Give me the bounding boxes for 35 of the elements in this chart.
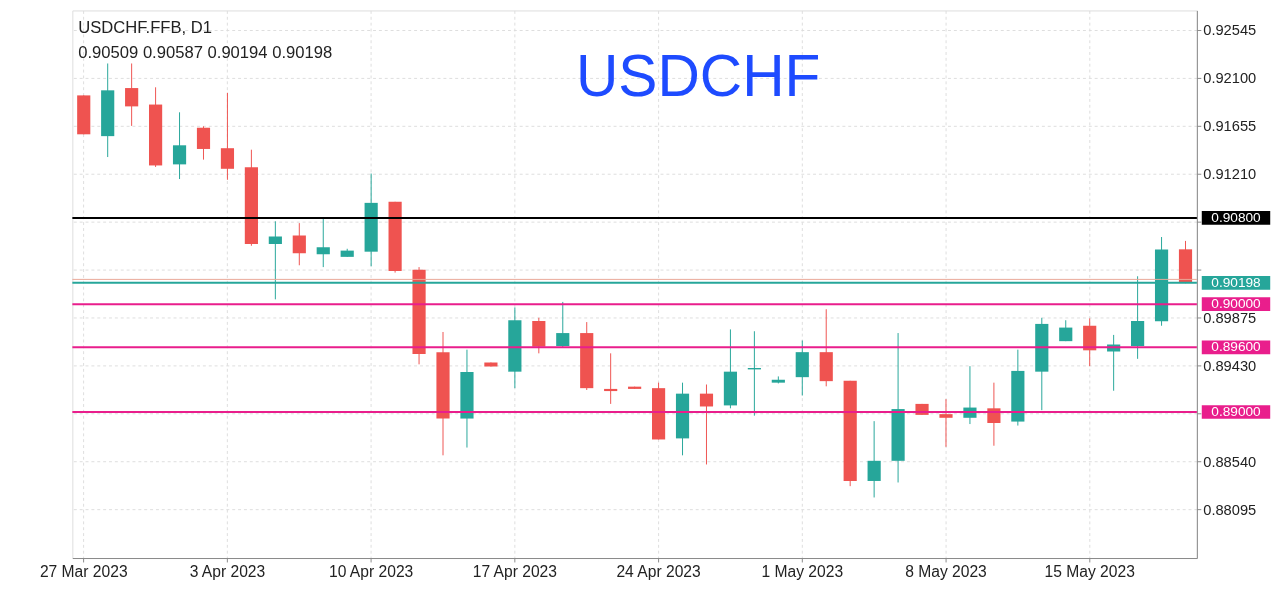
x-tick-label: 1 May 2023 bbox=[761, 563, 844, 581]
ref-line-label: 0.90198 bbox=[1211, 274, 1262, 290]
x-tick-label: 24 Apr 2023 bbox=[616, 563, 701, 581]
text: 0.90509 0.90587 0.90194 0.90198 bbox=[78, 43, 333, 63]
x-tick-label: 15 May 2023 bbox=[1044, 563, 1135, 581]
chart-title: USDCHF.FFB, D1 bbox=[78, 17, 213, 37]
candlestick bbox=[699, 384, 714, 465]
annotation: USDCHF bbox=[575, 43, 821, 109]
y-tick-label: 0.92100 bbox=[1203, 70, 1257, 87]
candlestick bbox=[867, 420, 881, 498]
ref-line-label: 0.90000 bbox=[1211, 296, 1262, 312]
candlestick bbox=[316, 217, 330, 268]
x-tick-label: 17 Apr 2023 bbox=[472, 563, 558, 581]
y-tick-label: 0.91210 bbox=[1203, 166, 1257, 183]
candlestick bbox=[556, 301, 570, 349]
candlestick bbox=[196, 125, 211, 161]
y-tick-label: 0.88095 bbox=[1203, 501, 1257, 518]
ref-line-label: 0.89600 bbox=[1211, 339, 1262, 355]
candlestick bbox=[172, 111, 187, 180]
x-tick-label: 10 Apr 2023 bbox=[329, 563, 414, 581]
x-tick-label: 3 Apr 2023 bbox=[189, 563, 266, 581]
x-tick-label: 8 May 2023 bbox=[905, 563, 987, 581]
y-tick-label: 0.89875 bbox=[1203, 310, 1257, 327]
x-tick-label: 27 Mar 2023 bbox=[39, 563, 128, 581]
candlestick bbox=[292, 222, 306, 266]
y-tick-label: 0.92545 bbox=[1203, 22, 1257, 39]
y-tick-label: 0.89430 bbox=[1203, 358, 1257, 375]
candlestick bbox=[604, 352, 618, 405]
ref-line-label: 0.89000 bbox=[1211, 403, 1262, 419]
y-tick-label: 0.91655 bbox=[1203, 118, 1257, 135]
y-tick-label: 0.88540 bbox=[1203, 453, 1257, 470]
candlestick bbox=[220, 92, 235, 181]
candlestick bbox=[939, 398, 953, 448]
ref-line-label: 0.90800 bbox=[1211, 209, 1262, 225]
candlestick bbox=[125, 62, 139, 127]
